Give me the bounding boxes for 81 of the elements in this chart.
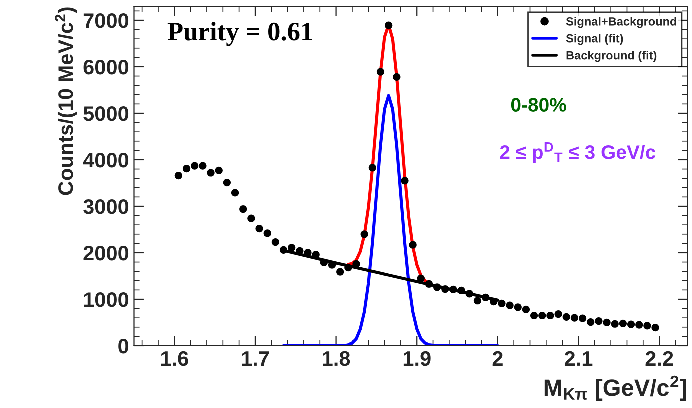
legend-label: Signal+Background — [566, 17, 676, 28]
point — [474, 297, 482, 305]
x-tick-label: 1.9 — [404, 351, 431, 366]
point — [506, 302, 514, 310]
point — [578, 314, 587, 322]
point — [425, 280, 434, 288]
point — [595, 318, 603, 326]
point — [385, 22, 393, 30]
x-tick-label: 2.1 — [564, 351, 593, 366]
point — [401, 177, 409, 185]
point — [240, 205, 248, 214]
point — [336, 268, 344, 276]
annotation: Purity = 0.61 — [168, 22, 312, 46]
point — [360, 230, 368, 238]
point — [207, 169, 215, 177]
line-series — [282, 94, 500, 346]
y-tick-label: 2000 — [84, 246, 129, 261]
point — [368, 164, 376, 172]
point — [636, 321, 644, 329]
point — [417, 274, 425, 282]
point — [215, 166, 223, 174]
y-tick-label: 6000 — [84, 60, 129, 75]
y-tick-label: 4000 — [83, 152, 129, 168]
y-axis-title: Counts/(10 MeV/c$^{2}$) — [55, 8, 78, 196]
point — [627, 320, 636, 328]
point — [538, 312, 546, 320]
legend-label: Background (fit) — [566, 51, 657, 62]
point — [450, 286, 458, 294]
point — [522, 306, 530, 314]
point — [280, 246, 288, 254]
y-tick-label: 1000 — [84, 292, 129, 308]
point — [248, 214, 256, 222]
point — [434, 284, 442, 292]
point — [611, 320, 619, 328]
x-tick-label: 2.2 — [646, 351, 674, 366]
point — [554, 310, 562, 318]
y-tick-label: 3000 — [84, 199, 129, 214]
point — [546, 312, 554, 320]
point — [442, 285, 450, 294]
y-tick-label: 7000 — [84, 13, 129, 28]
point — [264, 230, 272, 238]
point — [514, 304, 522, 312]
legend-label: Signal (fit) — [566, 34, 624, 46]
y-tick-label: 5000 — [84, 106, 129, 122]
point — [652, 324, 660, 332]
point — [191, 162, 199, 170]
point — [352, 260, 360, 268]
x-tick-label: 2 — [492, 351, 503, 366]
x-tick-label: 1.6 — [161, 351, 188, 366]
point — [320, 258, 328, 267]
point — [199, 162, 207, 170]
point — [603, 318, 611, 327]
point — [231, 189, 240, 197]
point — [296, 247, 304, 255]
y-tick-label: 0 — [118, 338, 129, 354]
annotation: 0-80% — [511, 98, 566, 112]
point — [570, 314, 579, 322]
point — [490, 298, 498, 306]
point — [256, 225, 264, 233]
point — [644, 322, 652, 330]
annotation: 2 ≤ p$^{D}$$_{T}$ ≤ 3 GeV/c — [500, 142, 656, 164]
point — [498, 300, 506, 308]
point — [344, 264, 352, 272]
point — [482, 294, 490, 302]
x-tick-label: 1.7 — [242, 352, 270, 366]
point — [466, 290, 474, 298]
point — [393, 73, 401, 82]
x-tick-label: 1.8 — [323, 351, 350, 366]
point — [619, 320, 627, 328]
point — [562, 313, 570, 321]
x-axis-title: M$_{Kπ}$ [GeV/c$^{2}$] — [544, 376, 686, 401]
point — [174, 172, 182, 180]
point — [182, 165, 191, 173]
point — [458, 286, 466, 294]
point — [530, 312, 538, 320]
point — [272, 238, 280, 246]
point — [376, 68, 385, 76]
point — [409, 241, 417, 249]
point — [223, 178, 231, 187]
point — [288, 244, 296, 252]
point — [587, 318, 595, 326]
